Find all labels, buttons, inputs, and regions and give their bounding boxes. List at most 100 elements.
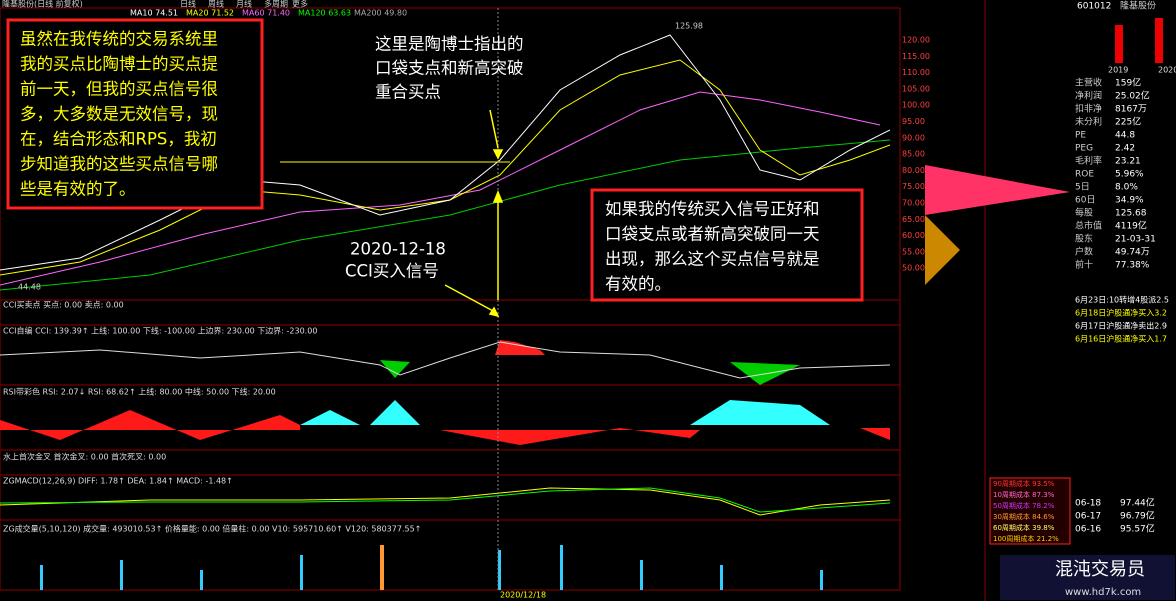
arrows	[444, 109, 504, 318]
info-value: 25.02亿	[1115, 90, 1150, 102]
info-value: 49.74万	[1115, 248, 1150, 258]
annotation-text: 步知道我的这些买点信号哪	[20, 155, 218, 174]
flow-value: 96.79亿	[1120, 510, 1155, 522]
annotation-text: 出现，那么这个买点信号就是	[605, 250, 820, 269]
ma-line	[0, 139, 891, 291]
tab[interactable]: 月线	[236, 0, 252, 9]
ma-legend: MA20 71.52	[186, 9, 234, 18]
news-item[interactable]: 6月16日沪股通净买入1.7	[1075, 334, 1167, 344]
info-value: 125.68	[1115, 209, 1147, 219]
panel-header: RSI带彩色 RSI: 2.07↓ RSI: 68.62↑ 上线: 80.00 …	[3, 387, 276, 397]
annotation-text: 多，大多数是无效信号，现	[20, 105, 218, 124]
panel-header: ZGMACD(12,26,9) DIFF: 1.78↑ DEA: 1.84↑ M…	[3, 477, 233, 486]
price-label: 100.00	[902, 101, 930, 110]
price-label: 80.00	[902, 166, 925, 175]
ma-legend: MA60 71.40	[242, 9, 290, 18]
ma-line	[0, 59, 891, 276]
chip-profile	[925, 215, 960, 285]
annotation-text: 这里是陶博士指出的	[375, 35, 524, 54]
info-label: 未分利	[1075, 116, 1102, 128]
price-label: 60.00	[902, 231, 925, 240]
tab[interactable]: 多周期	[264, 0, 288, 9]
cost-legend: 50周期成本 78.2%	[993, 501, 1055, 510]
year-label: 2020	[1158, 66, 1176, 75]
cost-legend: 90周期成本 93.5%	[993, 479, 1055, 488]
rsi-area	[300, 400, 830, 425]
flow-value: 97.44亿	[1120, 497, 1155, 509]
revenue-bar	[1115, 25, 1123, 63]
info-value: 8.0%	[1115, 183, 1138, 193]
low-label: 44.48	[18, 283, 41, 292]
news-item[interactable]: 6月23日:10转增4股派2.5	[1075, 295, 1169, 305]
price-label: 95.00	[902, 117, 925, 126]
info-value: 34.9%	[1115, 196, 1144, 206]
info-label: PEG	[1075, 144, 1093, 154]
price-label: 120.00	[902, 36, 930, 45]
info-value: 225亿	[1115, 116, 1141, 128]
info-label: 净利润	[1075, 90, 1102, 102]
flow-date: 06-16	[1075, 525, 1101, 535]
info-label: 毛利率	[1075, 155, 1102, 167]
panel-header: CCI自编 CCI: 139.39↑ 上线: 100.00 下线: -100.0…	[3, 326, 317, 336]
stock-code: 601012	[1077, 2, 1111, 12]
cost-legend: 100周期成本 21.2%	[993, 534, 1059, 543]
price-label: 70.00	[902, 199, 925, 208]
chip-profile	[925, 165, 1070, 215]
info-value: 23.21	[1115, 157, 1141, 167]
price-label: 75.00	[902, 182, 925, 191]
news-item[interactable]: 6月17日沪股通净卖出2.9	[1075, 321, 1167, 331]
ma-legend: MA120 63.63	[298, 9, 351, 18]
stock-name: 隆基股份	[1120, 0, 1156, 12]
info-label: 60日	[1075, 195, 1095, 206]
volume-bar	[380, 545, 384, 590]
watermark-title: 混沌交易员	[1055, 559, 1145, 580]
panel-header: ZG成交量(5,10,120) 成交量: 493010.53↑ 价格量能: 0.…	[3, 524, 421, 534]
macd-line	[0, 487, 891, 513]
date-label: 2020/12/18	[500, 591, 546, 600]
ma-legend: MA10 74.51	[130, 9, 178, 18]
tab[interactable]: 更多	[292, 0, 308, 9]
panel-header: 水上首次金叉 首次金叉: 0.00 首次死叉: 0.00	[3, 452, 166, 462]
info-label: 5日	[1075, 182, 1090, 193]
annotation-text: 2020-12-18	[350, 240, 446, 259]
annotation-text: 口袋支点和新高突破	[375, 59, 524, 78]
info-label: 每股	[1075, 207, 1093, 219]
annotation-text: 口袋支点或者新高突破同一天	[605, 225, 820, 244]
annotation-box	[6, 18, 264, 210]
watermark-url: www.hd7k.com	[1065, 587, 1141, 598]
annotation-text: 重合买点	[375, 83, 441, 102]
ma-legend: MA200 49.80	[354, 9, 407, 18]
panel-header: CCI买卖点 买点: 0.00 卖点: 0.00	[3, 301, 124, 310]
revenue-bar	[1155, 18, 1163, 63]
price-label: 85.00	[902, 150, 925, 159]
price-label: 105.00	[902, 84, 930, 93]
info-value: 2.42	[1115, 144, 1135, 154]
news-item[interactable]: 6月18日沪股通净买入3.2	[1075, 308, 1167, 318]
tab[interactable]: 日线	[180, 0, 196, 9]
info-value: 159亿	[1115, 77, 1141, 89]
price-label: 110.00	[902, 68, 930, 77]
cost-legend: 30周期成本 84.6%	[993, 512, 1055, 521]
annotation-text: 如果我的传统买入信号正好和	[605, 200, 820, 219]
price-label: 115.00	[902, 52, 930, 61]
price-label: 50.00	[902, 264, 925, 273]
info-label: 股东	[1075, 233, 1093, 245]
annotation-text: 有效的。	[605, 275, 671, 294]
info-label: 主营收	[1075, 77, 1102, 89]
annotation-text: 在，结合形态和RPS，我初	[20, 130, 217, 149]
watermark-box	[1000, 555, 1175, 600]
panel-frames	[0, 0, 986, 601]
cci-area	[380, 360, 800, 385]
info-value: 8167万	[1115, 105, 1147, 115]
annotation-text: 前一天，但我的买点信号很	[20, 80, 218, 99]
info-label: 总市值	[1075, 220, 1102, 232]
price-label: 90.00	[902, 133, 925, 142]
tab[interactable]: 周线	[208, 0, 224, 9]
cci-line	[0, 341, 891, 379]
info-label: ROE	[1075, 170, 1094, 180]
cost-legend: 10周期成本 87.3%	[993, 490, 1055, 499]
ma-line	[0, 91, 881, 286]
price-label: 65.00	[902, 215, 925, 224]
info-label: 前十	[1075, 259, 1093, 271]
